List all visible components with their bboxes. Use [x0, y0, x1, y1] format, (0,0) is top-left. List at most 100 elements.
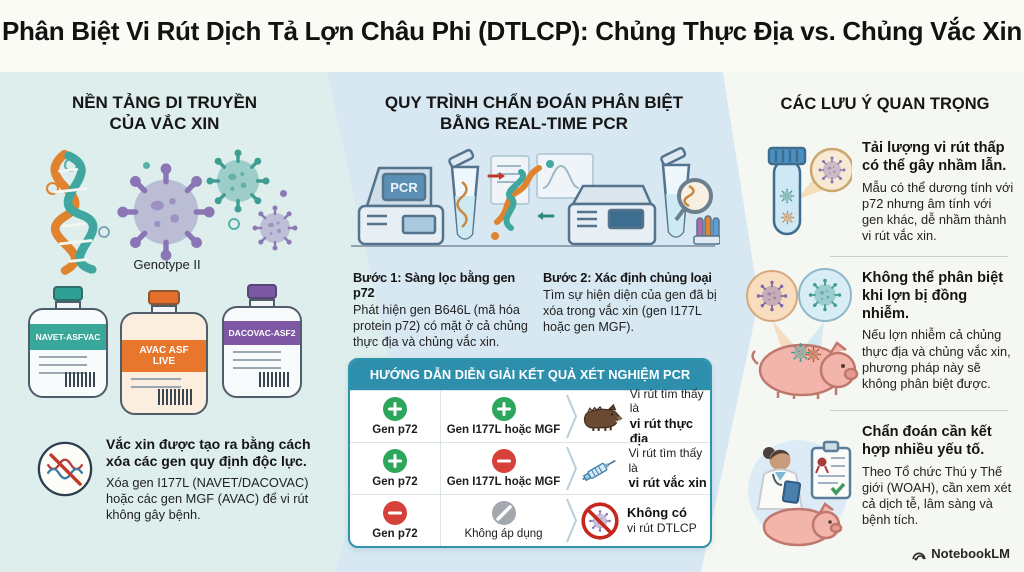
negative-icon: [491, 449, 516, 473]
middle-header-line1: QUY TRÌNH CHẨN ĐOÁN PHÂN BIỆT: [384, 93, 684, 112]
vial-cap: [148, 290, 180, 305]
gene-label: Không áp dụng: [464, 528, 543, 540]
right-section-header: CÁC LƯU Ý QUAN TRỌNG: [780, 95, 990, 113]
coinfected-pig-icon: [746, 268, 859, 399]
genotype-label: Genotype II: [133, 257, 201, 272]
sample-tube-magnifier-icon: [767, 146, 852, 236]
virus-small-icon: [250, 203, 300, 253]
vial-body: DACOVAC-ASF2: [222, 306, 302, 398]
table-row: Gen p72 Không áp dụng Không có vi rút DT…: [350, 494, 710, 546]
cell-gen-i177l: Gen I177L hoặc MGF: [440, 391, 566, 442]
decor-dot: [280, 190, 287, 197]
magnifier-dna-icon: [674, 178, 713, 222]
gene-label: Gen p72: [372, 424, 418, 436]
vet-diagnosis-icon: [748, 440, 852, 547]
note-2-bold: Không thể phân biệt khi lợn bị đồng nhiễ…: [862, 270, 1004, 322]
note-item-1: Tải lượng vi rút thấp có thể gây nhầm lẫ…: [862, 140, 1016, 245]
positive-icon: [383, 397, 407, 421]
sample-tube-icon: [448, 148, 480, 240]
vial-neck: [55, 301, 81, 308]
vial-label: NAVET-ASFVAC: [30, 324, 106, 350]
gene-label: Gen p72: [372, 528, 418, 540]
brand-name: NotebookLM: [931, 546, 1010, 561]
note-2-body: Nếu lợn nhiễm cả chủng thực địa và chủng…: [862, 327, 1011, 392]
decor-dot: [143, 162, 150, 169]
vial-barcode: [259, 372, 291, 387]
pcr-machine-icon: [357, 166, 445, 246]
left-header-line1: NỀN TẢNG DI TRUYỀN: [71, 93, 258, 112]
chevron-right-icon: [566, 446, 578, 491]
syringe-icon: [582, 459, 616, 481]
decor-dot: [228, 218, 240, 230]
cell-result: Vi rút tìm thấy là vi rút thực địa: [566, 387, 710, 446]
note-3-bold: Chẩn đoán cần kết hợp nhiều yếu tố.: [862, 424, 992, 458]
dna-helix-icon: [50, 149, 98, 275]
result-line2: vi rút DTLCP: [627, 520, 697, 535]
vial-neck: [249, 299, 275, 306]
note-1-bold: Tải lượng vi rút thấp có thể gây nhầm lẫ…: [862, 140, 1007, 174]
gene-label: Gen I177L hoặc MGF: [446, 424, 561, 436]
vial-barcode: [158, 389, 192, 405]
page-title: Phân Biệt Vi Rút Dịch Tả Lợn Châu Phi (D…: [2, 16, 1022, 46]
middle-section-header: QUY TRÌNH CHẨN ĐOÁN PHÂN BIỆT BẰNG REAL-…: [348, 92, 720, 135]
no-virus-icon: [581, 501, 619, 540]
notebooklm-logo-icon: [912, 552, 926, 560]
thermocycler-icon: [567, 184, 657, 246]
vial-cap: [53, 286, 83, 301]
divider: [830, 410, 1008, 411]
decor-dot: [98, 226, 110, 238]
vial-label-lines: [233, 351, 281, 371]
deleted-gene-icon: [37, 441, 93, 497]
cell-gen-i177l: Gen I177L hoặc MGF: [440, 443, 566, 494]
vial-label-lines: [131, 378, 181, 390]
positive-icon: [491, 397, 516, 421]
table-header: HƯỚNG DẪN DIỄN GIẢI KẾT QUẢ XÉT NGHIỆM P…: [350, 360, 710, 390]
vial-cap: [247, 284, 277, 299]
left-note: Vắc xin được tạo ra bằng cách xóa các ge…: [106, 436, 322, 523]
result-line1: Vi rút tìm thấy là: [629, 386, 704, 416]
vaccine-vial-dacovac: DACOVAC-ASF2: [222, 284, 302, 398]
negative-icon: [383, 501, 407, 525]
step-1-title: Bước 1: Sàng lọc bằng gen p72: [353, 270, 515, 300]
step-1-body: Phát hiện gen B646L (mã hóa protein p72)…: [353, 303, 528, 349]
brand-badge: NotebookLM: [911, 546, 1010, 561]
vial-label: DACOVAC-ASF2: [224, 321, 300, 345]
cell-gen-p72: Gen p72: [350, 495, 440, 546]
result-line1: Không có: [627, 505, 687, 521]
middle-header-line2: BẰNG REAL-TIME PCR: [440, 114, 628, 134]
cell-result: Vi rút tìm thấy là vi rút vắc xin: [566, 443, 710, 494]
step-2: Bước 2: Xác định chủng loại Tìm sự hiện …: [543, 270, 729, 336]
gene-label: Gen I177L hoặc MGF: [446, 476, 561, 488]
tube-rack-icon: [693, 215, 720, 245]
pcr-screen-label: PCR: [390, 180, 418, 195]
vial-barcode: [65, 372, 97, 387]
vaccine-vial-navet: NAVET-ASFVAC: [28, 286, 108, 398]
pcr-lab-illustration: PCR: [351, 146, 720, 247]
gene-label: Gen p72: [372, 476, 418, 488]
pcr-result-table: HƯỚNG DẪN DIỄN GIẢI KẾT QUẢ XÉT NGHIỆM P…: [348, 358, 712, 548]
cell-gen-p72: Gen p72: [350, 391, 440, 442]
left-header-line2: CỦA VẮC XIN: [109, 114, 220, 134]
step-2-body: Tìm sự hiện diện của gen đã bị xóa trong…: [543, 288, 717, 334]
table-row: Gen p72 Gen I177L hoặc MGF Vi rút: [350, 387, 710, 446]
left-section-header: NỀN TẢNG DI TRUYỀN CỦA VẮC XIN: [12, 92, 317, 135]
not-applicable-icon: [491, 501, 516, 525]
vial-label: AVAC ASF LIVE: [122, 340, 206, 372]
vial-label-lines: [39, 356, 87, 376]
chevron-right-icon: [566, 394, 578, 439]
vial-neck: [151, 305, 177, 312]
cell-result: Không có vi rút DTLCP: [566, 495, 710, 546]
table-row: Gen p72 Gen I177L hoặc MGF: [350, 442, 710, 494]
step-1: Bước 1: Sàng lọc bằng gen p72 Phát hiện …: [353, 270, 539, 351]
decor-dot: [46, 182, 59, 195]
note-item-3: Chẩn đoán cần kết hợp nhiều yếu tố. Theo…: [862, 424, 1016, 529]
result-line1: Vi rút tìm thấy là: [628, 446, 703, 475]
vial-body: AVAC ASF LIVE: [120, 312, 208, 415]
vial-body: NAVET-ASFVAC: [28, 308, 108, 398]
vaccine-vial-avac: AVAC ASF LIVE: [120, 290, 208, 415]
chevron-right-icon: [566, 498, 578, 543]
left-note-bold: Vắc xin được tạo ra bằng cách xóa các ge…: [106, 436, 311, 470]
dna-primers-icon: [487, 160, 555, 240]
note-3-body: Theo Tổ chức Thú y Thế giới (WOAH), cần …: [862, 463, 1012, 528]
